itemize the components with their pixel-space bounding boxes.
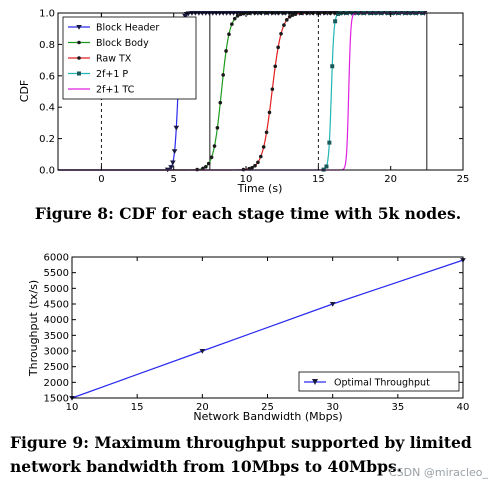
cdf-x-tick-label-2: 10 (240, 174, 253, 185)
cdf-marker-3-4 (333, 19, 338, 24)
cdf-chart: 0 5 10 15 20 25 0.0 0.2 0.4 0.6 0.8 1.0 Time (s) CD… (18, 9, 469, 224)
cdf-marker-2-17 (290, 13, 295, 17)
cdf-marker-0-3 (170, 160, 176, 166)
cdf-x-axis-label: Time (s) (237, 182, 283, 195)
cdf-marker-3-5 (336, 11, 341, 16)
figure-9-caption-line-2: network bandwidth from 10Mbps to 40Mbps. (10, 457, 402, 476)
throughput-y-tick-label-0: 1500 (44, 394, 69, 405)
cdf-marker-2-11 (273, 64, 278, 69)
figure-9-caption-line-1: Figure 9: Maximum throughput supported b… (10, 433, 472, 452)
throughput-point-1 (199, 349, 206, 354)
throughput-y-tick-label-6: 4500 (44, 300, 69, 311)
cdf-marker-1-5 (209, 155, 214, 160)
cdf-marker-1-6 (212, 144, 217, 148)
throughput-axis-ticks: 10 15 20 25 30 35 40 1500 2000 2500 3000 3500 4000 45… (44, 253, 470, 414)
throughput-y-tick-label-8: 5500 (44, 268, 69, 279)
cdf-marker-2-14 (282, 23, 286, 27)
cdf-plot-frame (57, 12, 464, 171)
cdf-y-tick-label-4: 0.8 (39, 40, 55, 51)
cdf-marker-1-3 (204, 164, 208, 169)
cdf-marker-1-14 (235, 14, 240, 18)
cdf-marker-0-2 (168, 165, 174, 170)
cdf-x-tick-label-1: 5 (171, 174, 177, 185)
cdf-marker-1-2 (201, 166, 205, 171)
figure-8-caption: Figure 8: CDF for each stage time with 5… (35, 204, 461, 223)
throughput-line (71, 259, 464, 399)
cdf-marker-2-4 (253, 163, 257, 168)
cdf-x-tick-label-0: 0 (98, 174, 104, 185)
throughput-y-tick-label-2: 2500 (44, 362, 69, 373)
throughput-legend-label: Optimal Throughput (334, 378, 430, 389)
cdf-legend-marker-3 (77, 71, 81, 76)
throughput-y-tick-label-3: 3000 (44, 347, 69, 358)
throughput-y-tick-label-7: 5000 (44, 284, 69, 295)
cdf-marker-2-9 (267, 110, 272, 115)
cdf-legend: Block Header Block Body Raw TX 2f+1 P 2f+1 T… (62, 16, 197, 100)
cdf-marker-3-3 (330, 64, 335, 69)
cdf-marker-0-5 (173, 125, 180, 131)
cdf-legend-label-1: Block Body (96, 38, 149, 49)
cdf-marker-2-7 (261, 145, 266, 149)
cdf-legend-label-3: 2f+1 P (96, 69, 128, 80)
cdf-marker-1-11 (227, 32, 231, 37)
throughput-series-line (69, 258, 466, 401)
cdf-marker-1-12 (230, 22, 234, 26)
cdf-legend-label-4: 2f+1 TC (96, 85, 135, 96)
cdf-legend-label-2: Raw TX (96, 54, 132, 65)
cdf-y-tick-label-3: 0.6 (39, 71, 55, 82)
throughput-y-tick-label-5: 4000 (44, 315, 69, 326)
throughput-x-tick-label-5: 35 (391, 402, 404, 413)
cdf-marker-1-4 (206, 161, 211, 166)
cdf-legend-marker-0 (76, 25, 82, 30)
cdf-marker-2-3 (250, 165, 254, 170)
throughput-x-tick-label-4: 30 (326, 402, 339, 413)
cdf-marker-2-10 (270, 87, 275, 91)
cdf-legend-marker-1 (77, 40, 81, 45)
cdf-marker-2-8 (264, 130, 269, 135)
throughput-y-tick-label-1: 2000 (44, 378, 69, 389)
cdf-x-tick-label-5: 25 (457, 174, 470, 185)
throughput-x-tick-label-0: 10 (66, 402, 79, 413)
throughput-x-tick-label-2: 20 (196, 402, 209, 413)
throughput-y-axis-label: Throughput (tx/s) (27, 280, 40, 377)
cdf-marker-2-5 (256, 160, 260, 165)
throughput-x-tick-label-1: 15 (131, 402, 144, 413)
cdf-marker-1-10 (224, 49, 228, 53)
cdf-marker-2-16 (287, 14, 292, 19)
cdf-marker-2-12 (276, 45, 280, 50)
throughput-y-tick-label-9: 6000 (44, 253, 69, 264)
cdf-y-axis-label: CDF (18, 80, 31, 102)
cdf-marker-3-2 (327, 140, 332, 145)
throughput-x-tick-label-6: 40 (457, 402, 470, 413)
cdf-marker-1-16 (241, 11, 246, 16)
throughput-x-tick-label-3: 25 (261, 402, 274, 413)
cdf-marker-1-7 (215, 125, 220, 130)
cdf-y-tick-label-5: 1.0 (39, 9, 55, 20)
cdf-y-tick-label-2: 0.4 (39, 103, 55, 114)
throughput-legend-marker (312, 379, 318, 385)
cdf-marker-3-1 (324, 164, 329, 169)
watermark: CSDN @miracleo_ (389, 466, 488, 479)
cdf-marker-2-6 (258, 154, 263, 159)
throughput-chart: 10 15 20 25 30 35 40 1500 2000 2500 3000 3500 4000 45… (10, 253, 472, 477)
cdf-marker-1-9 (221, 73, 225, 77)
throughput-x-axis-label: Network Bandwidth (Mbps) (193, 410, 342, 423)
throughput-plot-frame (71, 256, 464, 399)
cdf-marker-0-4 (171, 149, 178, 155)
cdf-y-tick-label-0: 0.0 (39, 166, 55, 177)
throughput-point-2 (329, 302, 336, 307)
throughput-legend-box (298, 371, 460, 392)
cdf-y-tick-label-1: 0.2 (39, 134, 55, 145)
cdf-marker-2-15 (285, 18, 289, 22)
throughput-legend: Optimal Throughput (298, 371, 460, 392)
throughput-y-tick-label-4: 3500 (44, 331, 69, 342)
cdf-x-tick-label-4: 20 (384, 174, 397, 185)
cdf-marker-1-13 (232, 16, 237, 21)
cdf-marker-1-8 (218, 100, 223, 105)
cdf-x-tick-label-3: 15 (312, 174, 325, 185)
cdf-legend-label-0: Block Header (96, 23, 159, 34)
cdf-marker-2-13 (279, 32, 283, 36)
cdf-legend-marker-2 (77, 56, 81, 60)
